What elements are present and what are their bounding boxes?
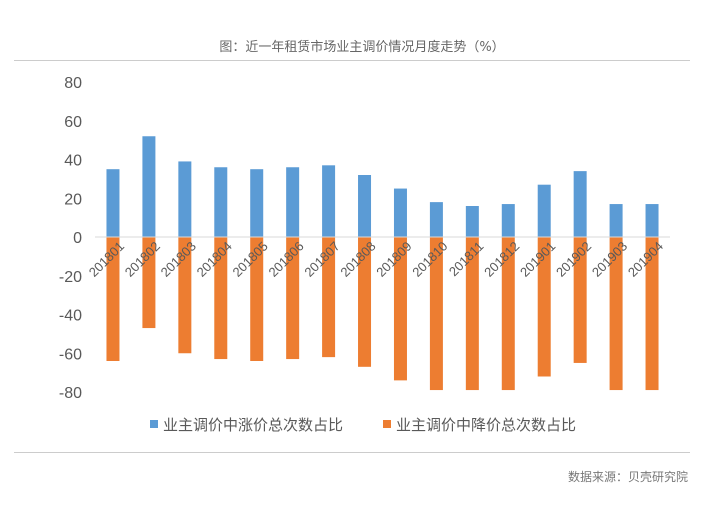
y-tick-label: -40: [59, 308, 82, 325]
bar-rise: [573, 171, 587, 237]
x-tick-label: 201807: [301, 239, 342, 280]
y-tick-label: -80: [59, 385, 82, 402]
bar-fall: [465, 237, 479, 391]
x-tick-label: 201801: [86, 239, 127, 280]
x-tick-label: 201903: [589, 239, 630, 280]
y-tick-label: 80: [64, 75, 82, 92]
bar-fall: [645, 237, 659, 391]
bar-rise: [250, 169, 264, 237]
bar-rise: [106, 169, 120, 237]
x-tick-label: 201805: [230, 239, 271, 280]
y-tick-label: -60: [59, 346, 82, 363]
bar-fall: [322, 237, 336, 358]
bar-fall: [106, 237, 120, 361]
x-tick-label: 201902: [553, 239, 594, 280]
x-tick-label: 201804: [194, 239, 235, 280]
bar-fall: [609, 237, 623, 391]
legend-swatch: [150, 420, 158, 428]
bar-rise: [645, 204, 659, 237]
bar-rise: [501, 204, 515, 237]
bar-fall: [429, 237, 443, 391]
y-tick-label: 60: [64, 114, 82, 131]
legend-swatch: [383, 420, 391, 428]
source-note: 数据来源：贝壳研究院: [567, 470, 688, 484]
bar-rise: [537, 184, 551, 237]
y-tick-label: 0: [73, 230, 82, 247]
bar-rise: [214, 167, 228, 237]
x-tick-label: 201812: [481, 239, 522, 280]
bar-rise: [178, 161, 192, 237]
bar-fall: [214, 237, 228, 360]
bar-fall: [178, 237, 192, 354]
bar-rise: [393, 188, 407, 237]
y-tick-label: 40: [64, 153, 82, 170]
bar-rise: [465, 206, 479, 237]
divider-bottom: [14, 452, 690, 453]
bar-rise: [609, 204, 623, 237]
bar-fall: [573, 237, 587, 363]
x-tick-label: 201901: [517, 239, 558, 280]
chart-title: 图：近一年租赁市场业主调价情况月度走势（%）: [219, 40, 505, 55]
bar-fall: [501, 237, 515, 391]
x-tick-label: 201904: [625, 239, 666, 280]
x-tick-label: 201809: [373, 239, 414, 280]
x-tick-label: 201808: [337, 239, 378, 280]
bar-fall: [142, 237, 156, 329]
bar-fall: [250, 237, 264, 361]
bar-fall: [393, 237, 407, 381]
bar-fall: [358, 237, 372, 367]
x-tick-label: 201802: [122, 239, 163, 280]
y-tick-label: -20: [59, 269, 82, 286]
bar-rise: [286, 167, 300, 237]
legend-label: 业主调价中涨价总次数占比: [163, 416, 343, 434]
bar-rise: [142, 136, 156, 237]
bar-fall: [286, 237, 300, 360]
bar-rise: [429, 202, 443, 237]
x-tick-label: 201810: [409, 239, 450, 280]
bar-rise: [358, 175, 372, 237]
legend-label: 业主调价中降价总次数占比: [396, 416, 576, 434]
divider-top: [14, 60, 690, 61]
x-tick-label: 201803: [158, 239, 199, 280]
y-tick-label: 20: [64, 191, 82, 208]
bar-rise: [322, 165, 336, 237]
x-tick-label: 201806: [265, 239, 306, 280]
bar-fall: [537, 237, 551, 377]
